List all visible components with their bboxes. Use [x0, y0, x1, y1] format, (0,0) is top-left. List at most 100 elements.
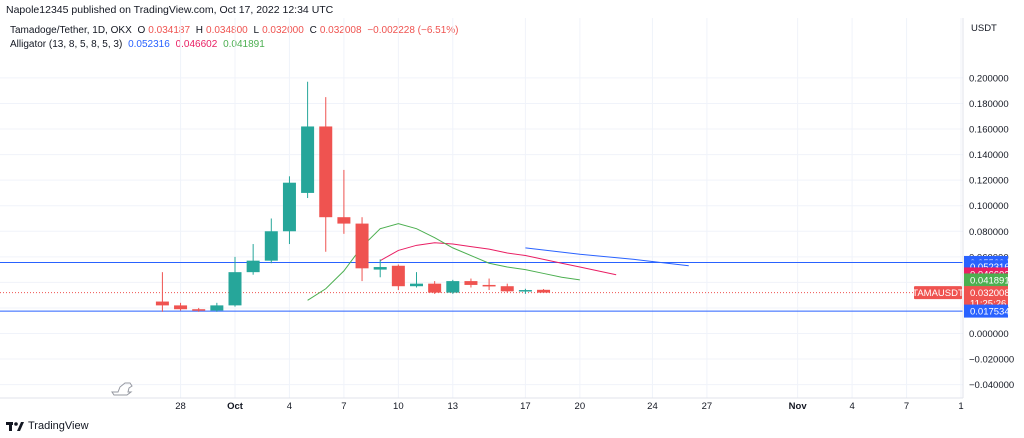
x-tick-label: 1: [958, 401, 963, 412]
price-tag-bg: [964, 304, 1008, 318]
symbol-name[interactable]: Tamadoge/Tether, 1D, OKX: [10, 25, 132, 36]
candle-body: [228, 272, 242, 306]
candle: [537, 289, 551, 293]
candle: [518, 288, 532, 294]
candle: [282, 176, 296, 245]
y-tick-label: 0.200000: [969, 73, 1009, 84]
candle-body: [446, 281, 460, 293]
candle: [373, 259, 387, 278]
price-tag-value: 0.041891: [970, 275, 1010, 286]
low-label: L: [253, 25, 260, 36]
candle: [264, 218, 278, 264]
countdown-timer: 11:25:26: [970, 299, 1006, 310]
candle-body: [410, 283, 423, 287]
candle: [155, 272, 169, 312]
grid: [0, 18, 963, 398]
candle-body: [192, 309, 206, 311]
candle: [319, 97, 333, 252]
close-value: 0.032008: [319, 25, 362, 36]
candle: [355, 217, 369, 282]
y-tick-label: 0.100000: [969, 201, 1009, 212]
x-tick-label: 28: [175, 401, 186, 412]
currency-label: USDT: [971, 23, 997, 34]
x-tick-label: 4: [287, 401, 292, 412]
candles: [155, 81, 551, 312]
footer: TradingView: [6, 420, 89, 432]
candle-body: [428, 283, 442, 293]
price-tags: 0.0556040.0523160.0466020.041891TAMAUSDT…: [912, 255, 1010, 318]
price-tag-value: 0.032008: [970, 288, 1010, 299]
y-tick-label: 0.140000: [969, 150, 1009, 161]
candle-body: [337, 217, 351, 224]
candle: [464, 278, 478, 288]
alligator-lines: [307, 223, 689, 301]
candle-body: [174, 305, 188, 310]
candle: [337, 169, 351, 234]
candle: [410, 272, 423, 288]
tradingview-logo-icon: [6, 422, 24, 431]
candle-body: [246, 260, 260, 273]
high-label: H: [195, 25, 204, 36]
horizontal-lines: [0, 261, 963, 312]
jaw-value: 0.052316: [128, 39, 170, 50]
price-tag: 0.017534: [964, 304, 1010, 318]
candle: [446, 279, 460, 294]
alligator-teeth-line: [379, 242, 617, 276]
candle-body: [482, 284, 496, 287]
x-tick-label: 24: [647, 401, 658, 412]
alligator-jaw-line: [525, 247, 689, 267]
candle-body: [264, 231, 278, 261]
candle: [192, 307, 206, 312]
ticker-tag-label: TAMAUSDT: [912, 288, 964, 299]
price-axis: 0.200000 0.180000 0.160000 0.140000 0.120000…: [969, 73, 1014, 391]
y-tick-label: 0.160000: [969, 125, 1009, 136]
candle: [174, 302, 188, 311]
candle-body: [355, 223, 369, 269]
candle-body: [373, 267, 387, 270]
candle-body: [391, 265, 405, 287]
y-tick-label: 0.180000: [969, 99, 1009, 110]
candle-body: [155, 301, 169, 306]
time-axis: 28 Oct 4 7 10 13 17 20 24 27 Nov 4 7 1: [175, 401, 963, 412]
symbol-legend: Tamadoge/Tether, 1D, OKX O 0.034187 H 0.03…: [10, 25, 462, 36]
candle-body: [500, 286, 514, 292]
y-tick-label: −0.020000: [969, 355, 1014, 366]
x-tick-label: 7: [341, 401, 346, 412]
x-tick-label: 20: [575, 401, 586, 412]
y-tick-label: −0.040000: [969, 380, 1014, 391]
candle-body: [319, 126, 333, 218]
x-tick-label: 17: [520, 401, 531, 412]
x-tick-label: Nov: [789, 401, 808, 412]
high-value: 0.034800: [206, 25, 248, 36]
candle-body: [537, 289, 551, 293]
x-tick-label: Oct: [227, 401, 244, 412]
alligator-lips-line: [307, 223, 580, 301]
x-tick-label: 27: [702, 401, 713, 412]
price-tag-value: 0.017534: [970, 307, 1010, 318]
close-label: C: [309, 25, 317, 36]
candle-body: [282, 182, 296, 232]
open-value: 0.034187: [148, 25, 191, 36]
dino-icon: [111, 382, 133, 396]
x-tick-label: 4: [849, 401, 854, 412]
indicator-name[interactable]: Alligator (13, 8, 5, 8, 5, 3): [10, 39, 123, 50]
y-tick-label: 0.000000: [969, 329, 1009, 340]
teeth-value: 0.046602: [175, 39, 218, 50]
footer-brand[interactable]: TradingView: [28, 420, 89, 432]
lips-value: 0.041891: [223, 39, 265, 50]
candle: [500, 283, 514, 293]
candle: [482, 278, 496, 291]
low-value: 0.032000: [262, 25, 304, 36]
candle-body: [210, 305, 224, 311]
indicator-legend: Alligator (13, 8, 5, 8, 5, 3) 0.052316 0…: [10, 39, 268, 50]
candle-body: [464, 281, 478, 285]
candle: [210, 302, 224, 312]
y-tick-label: 0.080000: [969, 227, 1009, 238]
candle: [428, 281, 442, 294]
candle: [246, 244, 260, 275]
published-header: Napole12345 published on TradingView.com…: [6, 4, 334, 16]
change-value: −0.002228 (−6.51%): [367, 25, 459, 36]
x-tick-label: 10: [393, 401, 404, 412]
open-label: O: [137, 25, 146, 36]
